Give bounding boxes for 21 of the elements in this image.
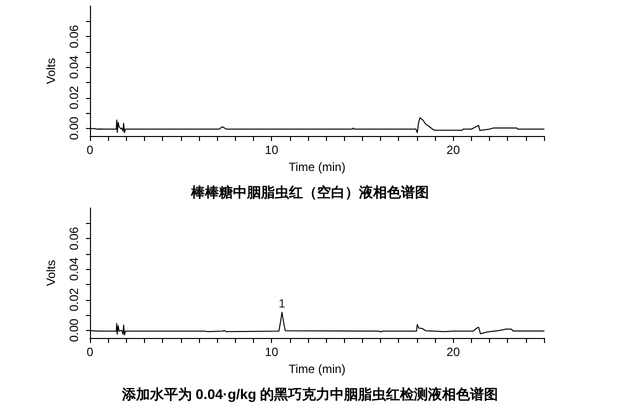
y-tick-label: 0.02 bbox=[67, 288, 81, 312]
x-tick-label: 0 bbox=[86, 345, 94, 359]
y-tick-label: 0.00 bbox=[67, 116, 81, 140]
y-tick-label: 0.04 bbox=[67, 257, 81, 281]
x-tick-label: 0 bbox=[86, 143, 94, 157]
x-tick-label: 10 bbox=[264, 345, 279, 359]
x-tick-label: 20 bbox=[446, 345, 460, 359]
y-tick-label: 0.02 bbox=[67, 86, 81, 110]
text: 棒棒糖中胭脂虫红（空白）液相色谱图 bbox=[190, 184, 429, 200]
annotation: 1 bbox=[278, 296, 286, 310]
x-tick-label: 20 bbox=[446, 143, 460, 157]
text: 添加水平为 0.04·g/kg 的黑巧克力中胭脂虫红检测液相色谱图 bbox=[120, 386, 498, 402]
x-axis-title: Time (min) bbox=[288, 160, 346, 174]
y-tick-label: 0.04 bbox=[67, 55, 81, 79]
x-axis-title: Time (min) bbox=[288, 362, 346, 376]
y-axis-title: Volts bbox=[44, 260, 58, 286]
y-tick-label: 0.06 bbox=[67, 24, 81, 48]
x-tick-label: 10 bbox=[264, 143, 279, 157]
y-axis-title: Volts bbox=[44, 58, 58, 84]
y-tick-label: 0.00 bbox=[67, 318, 81, 342]
y-tick-label: 0.06 bbox=[67, 226, 81, 250]
